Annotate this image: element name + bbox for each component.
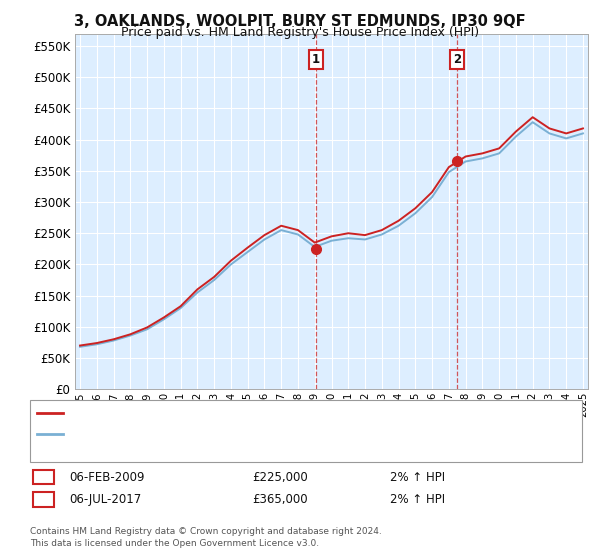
Text: 3, OAKLANDS, WOOLPIT, BURY ST EDMUNDS, IP30 9QF: 3, OAKLANDS, WOOLPIT, BURY ST EDMUNDS, I… bbox=[74, 14, 526, 29]
Text: 06-FEB-2009: 06-FEB-2009 bbox=[69, 470, 145, 484]
Text: £365,000: £365,000 bbox=[252, 493, 308, 506]
Text: 1: 1 bbox=[40, 470, 47, 484]
Text: 3, OAKLANDS, WOOLPIT, BURY ST EDMUNDS, IP30 9QF (detached house): 3, OAKLANDS, WOOLPIT, BURY ST EDMUNDS, I… bbox=[67, 408, 447, 418]
Text: 2% ↑ HPI: 2% ↑ HPI bbox=[390, 470, 445, 484]
Text: 06-JUL-2017: 06-JUL-2017 bbox=[69, 493, 141, 506]
Text: 1: 1 bbox=[312, 53, 320, 66]
Text: 2% ↑ HPI: 2% ↑ HPI bbox=[390, 493, 445, 506]
Text: Contains HM Land Registry data © Crown copyright and database right 2024.
This d: Contains HM Land Registry data © Crown c… bbox=[30, 527, 382, 548]
Text: 2: 2 bbox=[40, 493, 47, 506]
Text: £225,000: £225,000 bbox=[252, 470, 308, 484]
Text: 2: 2 bbox=[453, 53, 461, 66]
Text: HPI: Average price, detached house, Mid Suffolk: HPI: Average price, detached house, Mid … bbox=[67, 429, 318, 439]
Text: Price paid vs. HM Land Registry's House Price Index (HPI): Price paid vs. HM Land Registry's House … bbox=[121, 26, 479, 39]
